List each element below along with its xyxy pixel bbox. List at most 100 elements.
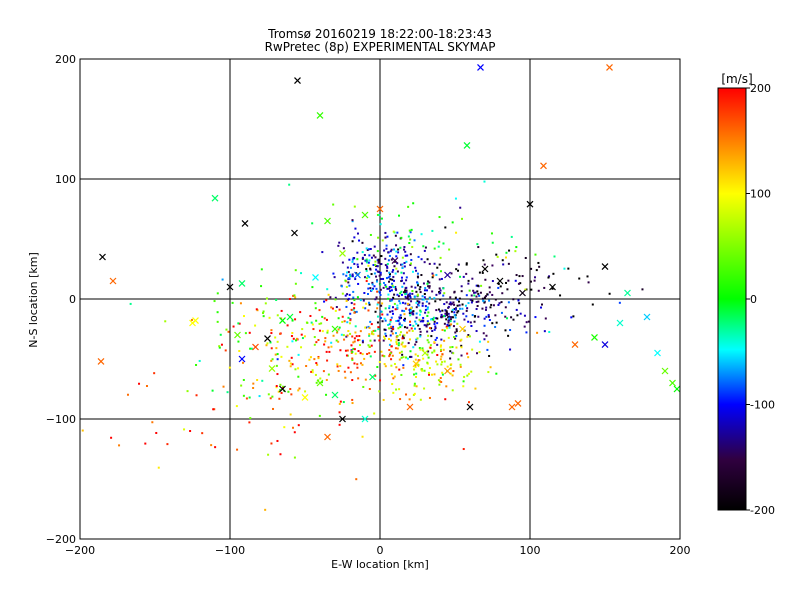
data-point [485,306,488,309]
data-point [451,308,454,311]
data-point [426,323,429,326]
data-point [439,289,442,292]
data-point [421,369,424,372]
data-point [353,262,356,265]
data-point [216,320,219,323]
data-point [381,313,384,316]
data-point [368,388,371,391]
data-point [391,306,394,309]
data-point [370,344,373,347]
y-tick-label: −200 [46,533,76,546]
data-point [420,233,423,236]
data-point [336,363,339,366]
data-point [376,303,379,306]
data-point [517,282,520,285]
data-point [428,396,431,399]
data-point [365,247,368,250]
data-point [349,266,352,269]
data-point [553,255,556,258]
data-point-x [324,433,331,441]
grid [80,59,680,539]
data-point [427,311,430,314]
data-point [411,329,414,332]
data-point [451,389,454,392]
data-point [342,334,345,337]
y-tick-label: 200 [55,53,76,66]
data-point [428,297,431,300]
data-point [349,319,352,322]
data-point [484,295,487,298]
data-point [454,307,457,310]
data-point-x [339,249,346,257]
data-point [239,302,242,305]
data-point-x [549,283,556,291]
data-point [313,343,316,346]
data-point [351,398,354,401]
data-point [409,253,412,256]
data-point [315,341,318,344]
data-point [216,311,219,314]
data-point [352,290,355,293]
data-point [166,443,169,446]
x-tick-label: −200 [65,544,95,557]
data-point [348,284,351,287]
data-point [404,295,407,298]
data-point [366,293,369,296]
data-point [232,325,235,328]
data-point [427,334,430,337]
data-point [514,279,517,282]
data-point [525,331,528,334]
data-point [344,376,347,379]
data-point [534,276,537,279]
data-point [403,265,406,268]
data-point [395,320,398,323]
data-point [457,263,460,266]
data-point [489,366,492,369]
data-point [401,279,404,282]
data-point [391,298,394,301]
data-point [438,278,441,281]
data-point [429,346,432,349]
data-point [314,307,317,310]
data-point [434,300,437,303]
data-point [438,263,441,266]
data-point [547,276,550,279]
data-point [379,271,382,274]
data-point [482,332,485,335]
data-point [478,271,481,274]
data-point-x [324,217,331,225]
data-point [400,271,403,274]
data-point [423,369,426,372]
data-point [350,344,353,347]
data-point [336,331,339,334]
data-point [485,315,488,318]
data-point [321,330,324,333]
data-point [254,324,257,327]
data-point [466,335,469,338]
data-point [397,214,400,217]
data-point [476,290,479,293]
data-point [270,329,273,332]
data-point [437,379,440,382]
data-point [452,325,455,328]
data-point [527,320,530,323]
data-point [419,334,422,337]
data-point [268,316,271,319]
data-point [392,275,395,278]
data-point [275,364,278,367]
data-point [224,349,227,352]
data-point [345,300,348,303]
data-point [368,248,371,251]
data-point [341,292,344,295]
data-point [379,223,382,226]
data-point [354,331,357,334]
data-point [350,351,353,354]
data-point [352,308,355,311]
data-point [353,311,356,314]
data-point [447,305,450,308]
data-point [512,318,515,321]
data-point [422,282,425,285]
data-point [346,298,349,301]
data-point [365,280,368,283]
